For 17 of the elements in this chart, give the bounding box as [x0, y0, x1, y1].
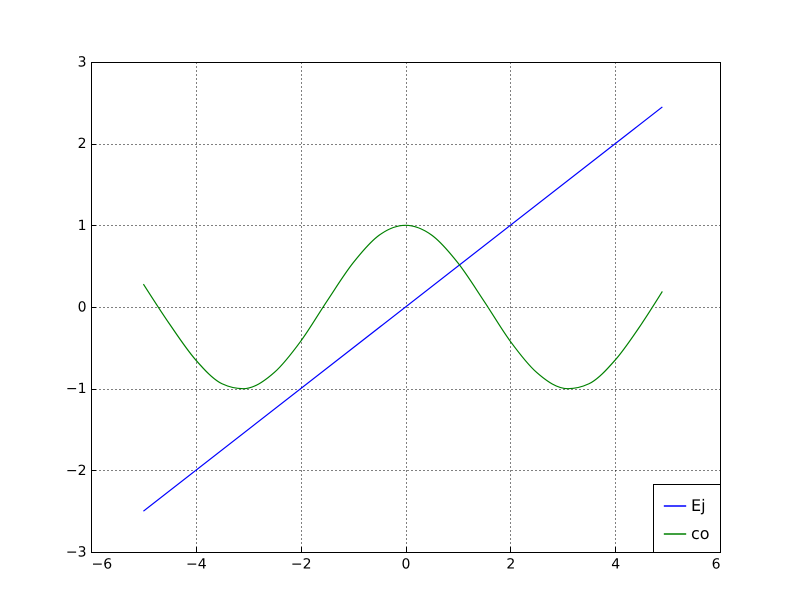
x-tick-label: −2: [290, 556, 312, 572]
y-tick-label: 2: [78, 136, 86, 152]
legend-label: Ej: [691, 496, 706, 515]
x-tick-label: 0: [402, 556, 410, 572]
y-tick-label: −2: [66, 462, 86, 479]
line-series: [142, 224, 663, 390]
y-tick-label: 1: [78, 218, 86, 234]
x-tick-label: 2: [506, 556, 516, 572]
y-tick-label: −3: [66, 544, 86, 560]
y-tick-label: 3: [78, 54, 86, 70]
y-tick-label: −1: [66, 381, 86, 398]
legend-label: co: [691, 524, 710, 543]
x-tick-label: 4: [611, 556, 620, 572]
y-tick-label: 0: [78, 300, 86, 316]
x-tick-label: −4: [186, 556, 207, 572]
x-tick-label: −6: [92, 556, 112, 572]
x-tick-label: 6: [712, 556, 721, 572]
